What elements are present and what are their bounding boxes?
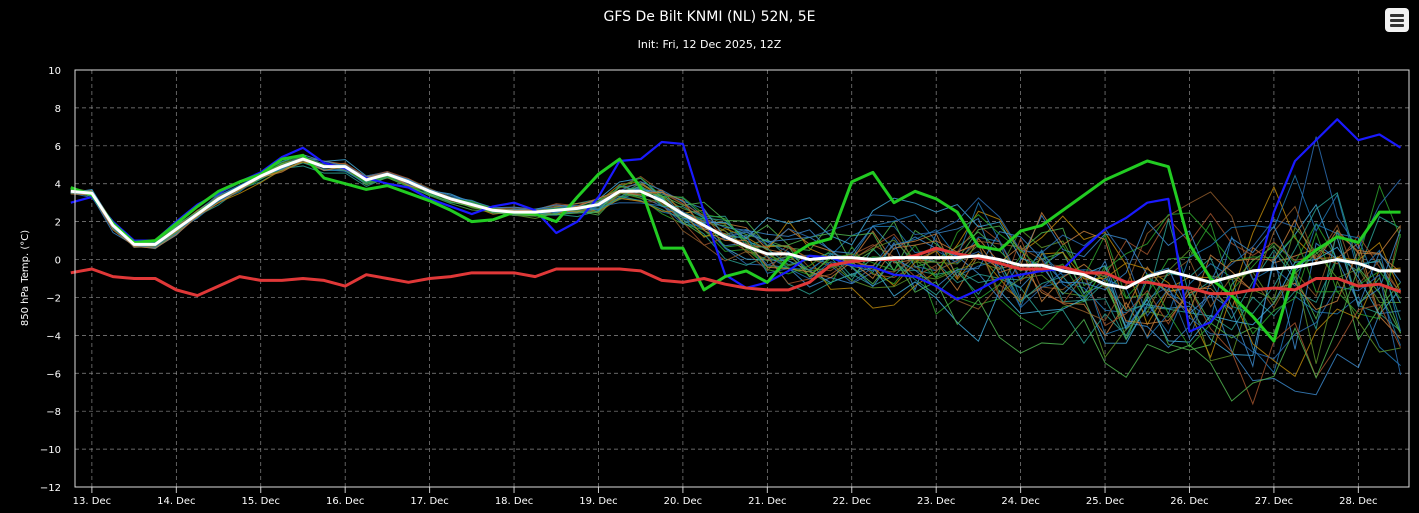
- x-tick-label: 23. Dec: [917, 496, 955, 507]
- series-line: [70, 153, 1401, 343]
- y-tick-label: −12: [40, 483, 61, 494]
- axes: [74, 69, 1410, 488]
- x-tick-label: 21. Dec: [748, 496, 786, 507]
- y-tick-label: −10: [40, 445, 61, 456]
- grid: 10 8 6 4 2 0 −2 −4 −6 −8 −10 −12 13. Dec 14. Dec 15. D…: [40, 66, 1409, 507]
- y-tick-label: 6: [55, 142, 61, 153]
- ensemble-member-line: [70, 159, 1402, 351]
- plot-area-border: [74, 69, 1410, 488]
- y-tick-label: −6: [46, 369, 61, 380]
- hamburger-menu-icon[interactable]: [1385, 8, 1409, 32]
- x-tick-label: 17. Dec: [410, 496, 448, 507]
- y-tick-label: 10: [48, 66, 61, 77]
- chart-subtitle: Init: Fri, 12 Dec 2025, 12Z: [637, 38, 782, 51]
- x-tick-label: 28. Dec: [1339, 496, 1377, 507]
- x-tick-label: 26. Dec: [1170, 496, 1208, 507]
- y-tick-label: 0: [55, 256, 61, 267]
- x-tick-label: 27. Dec: [1255, 496, 1293, 507]
- x-tick-label: 19. Dec: [579, 496, 617, 507]
- x-tick-label: 18. Dec: [495, 496, 533, 507]
- x-tick-label: 24. Dec: [1001, 496, 1039, 507]
- ensemble-member-line: [70, 165, 1401, 341]
- ensemble-members: [70, 136, 1402, 406]
- y-tick-label: −2: [46, 293, 61, 304]
- chart-title: GFS De Bilt KNMI (NL) 52N, 5E: [603, 9, 816, 25]
- x-tick-label: 25. Dec: [1086, 496, 1124, 507]
- x-tick-label: 13. Dec: [73, 496, 111, 507]
- series-line: [70, 157, 1401, 290]
- y-tick-label: 4: [55, 180, 61, 191]
- x-tick-label: 22. Dec: [833, 496, 871, 507]
- x-tick-label: 15. Dec: [242, 496, 280, 507]
- y-tick-label: 8: [55, 104, 61, 115]
- ensemble-member-line: [70, 155, 1401, 348]
- series-line: [70, 118, 1402, 333]
- x-tick-label: 14. Dec: [157, 496, 195, 507]
- x-tick-label: 16. Dec: [326, 496, 364, 507]
- y-tick-label: −4: [46, 331, 61, 342]
- y-axis-label: 850 hPa Temp. (°C): [20, 230, 31, 326]
- series-line: [70, 246, 1402, 298]
- highlighted-series: [70, 118, 1402, 343]
- ensemble-member-line: [70, 161, 1401, 378]
- y-tick-label: −8: [46, 407, 61, 418]
- y-tick-label: 2: [55, 218, 61, 229]
- x-tick-label: 20. Dec: [664, 496, 702, 507]
